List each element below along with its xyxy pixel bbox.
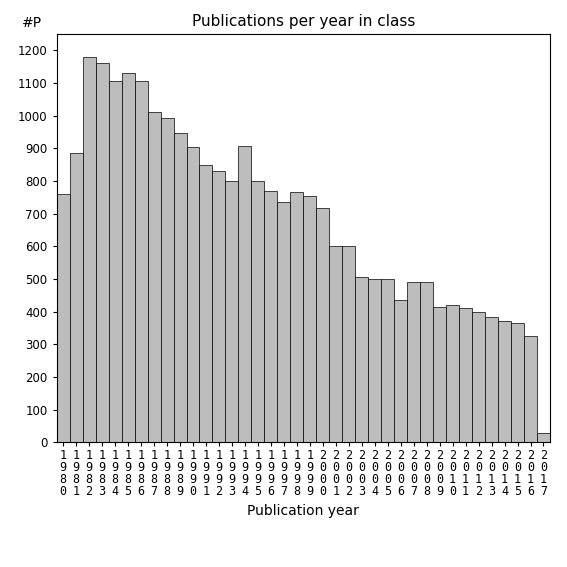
- Bar: [109, 82, 121, 442]
- Bar: [329, 246, 342, 442]
- Bar: [537, 433, 550, 442]
- Title: Publications per year in class: Publications per year in class: [192, 14, 415, 29]
- Bar: [303, 196, 316, 442]
- Bar: [368, 279, 381, 442]
- Bar: [342, 246, 356, 442]
- Bar: [356, 277, 368, 442]
- Bar: [524, 336, 537, 442]
- Bar: [251, 181, 264, 442]
- Bar: [459, 308, 472, 442]
- Text: #P: #P: [22, 16, 43, 30]
- Bar: [96, 64, 109, 442]
- Bar: [381, 279, 394, 442]
- Bar: [264, 191, 277, 442]
- Bar: [134, 82, 147, 442]
- Bar: [83, 57, 96, 442]
- Bar: [498, 321, 511, 442]
- Bar: [174, 133, 187, 442]
- Bar: [147, 112, 160, 442]
- Bar: [277, 202, 290, 442]
- Bar: [239, 146, 251, 442]
- Bar: [407, 282, 420, 442]
- Bar: [213, 171, 226, 442]
- Bar: [511, 323, 524, 442]
- X-axis label: Publication year: Publication year: [247, 503, 359, 518]
- Bar: [420, 282, 433, 442]
- Bar: [200, 166, 213, 442]
- Bar: [187, 147, 200, 442]
- Bar: [446, 305, 459, 442]
- Bar: [485, 316, 498, 442]
- Bar: [57, 194, 70, 442]
- Bar: [160, 118, 174, 442]
- Bar: [394, 300, 407, 442]
- Bar: [121, 73, 134, 442]
- Bar: [316, 208, 329, 442]
- Bar: [70, 153, 83, 442]
- Bar: [472, 312, 485, 442]
- Bar: [226, 181, 239, 442]
- Bar: [290, 192, 303, 442]
- Bar: [433, 307, 446, 442]
